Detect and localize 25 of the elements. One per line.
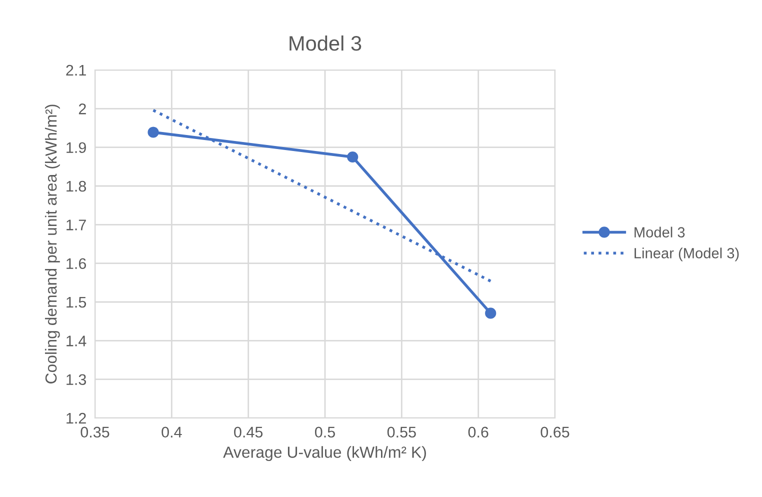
x-tick-label: 0.5 [314, 426, 335, 438]
y-tick-label: 1.4 [66, 336, 86, 346]
y-tick-label: 1.2 [66, 412, 86, 424]
point [485, 308, 496, 319]
y-tick-label: 1.9 [66, 142, 86, 154]
x-tick-label: 0.4 [162, 426, 182, 438]
y-tick-label: 1.7 [66, 220, 86, 230]
legend-label: Linear (Model 3) [634, 248, 739, 262]
point [148, 126, 159, 138]
y-tick-label: 2.1 [66, 64, 86, 76]
point [347, 151, 358, 163]
x-axis-title: Average U-value (kWh/m² K) [223, 446, 426, 462]
y-tick-label: 2 [78, 104, 86, 114]
x-tick-label: 0.6 [468, 426, 488, 438]
y-tick-label: 1.5 [66, 297, 86, 308]
x-tick-label: 0.55 [387, 426, 416, 438]
chart-title: Model 3 [290, 35, 362, 51]
y-tick-label: 1.3 [66, 374, 86, 386]
y-tick-label: 1.8 [66, 180, 86, 192]
y-axis-title: Cooling demand per unit area (kWh/m²) [44, 104, 60, 384]
x-tick-label: 0.65 [540, 426, 570, 438]
legend-label: Model 3 [634, 226, 685, 238]
x-tick-label: 0.45 [234, 426, 263, 438]
x-tick-label: 0.35 [80, 426, 110, 438]
y-tick-label: 1.6 [66, 258, 86, 270]
